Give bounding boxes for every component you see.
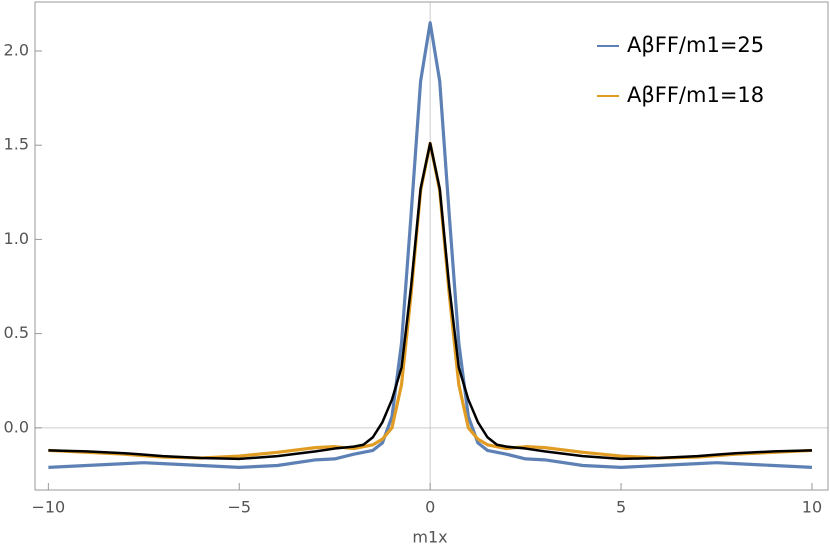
x-tick-label: 10 (802, 498, 822, 517)
legend-label: AβFF/m1=18 (627, 83, 764, 107)
x-tick-label: −10 (31, 498, 65, 517)
x-tick-label: 5 (616, 498, 626, 517)
y-tick-label: 1.5 (4, 135, 29, 154)
legend-label: AβFF/m1=25 (627, 33, 764, 57)
frame (34, 1, 829, 491)
y-tick-label: 1.0 (4, 229, 29, 248)
x-tick-label: −5 (227, 498, 251, 517)
series-line (48, 142, 812, 461)
y-tick-label: 2.0 (4, 40, 29, 59)
x-tick-label: 0 (425, 498, 435, 517)
x-axis-label: m1x (412, 528, 447, 547)
y-tick-label: 0.5 (4, 323, 29, 342)
series-line (48, 21, 813, 469)
y-tick-label: 0.0 (4, 417, 29, 436)
